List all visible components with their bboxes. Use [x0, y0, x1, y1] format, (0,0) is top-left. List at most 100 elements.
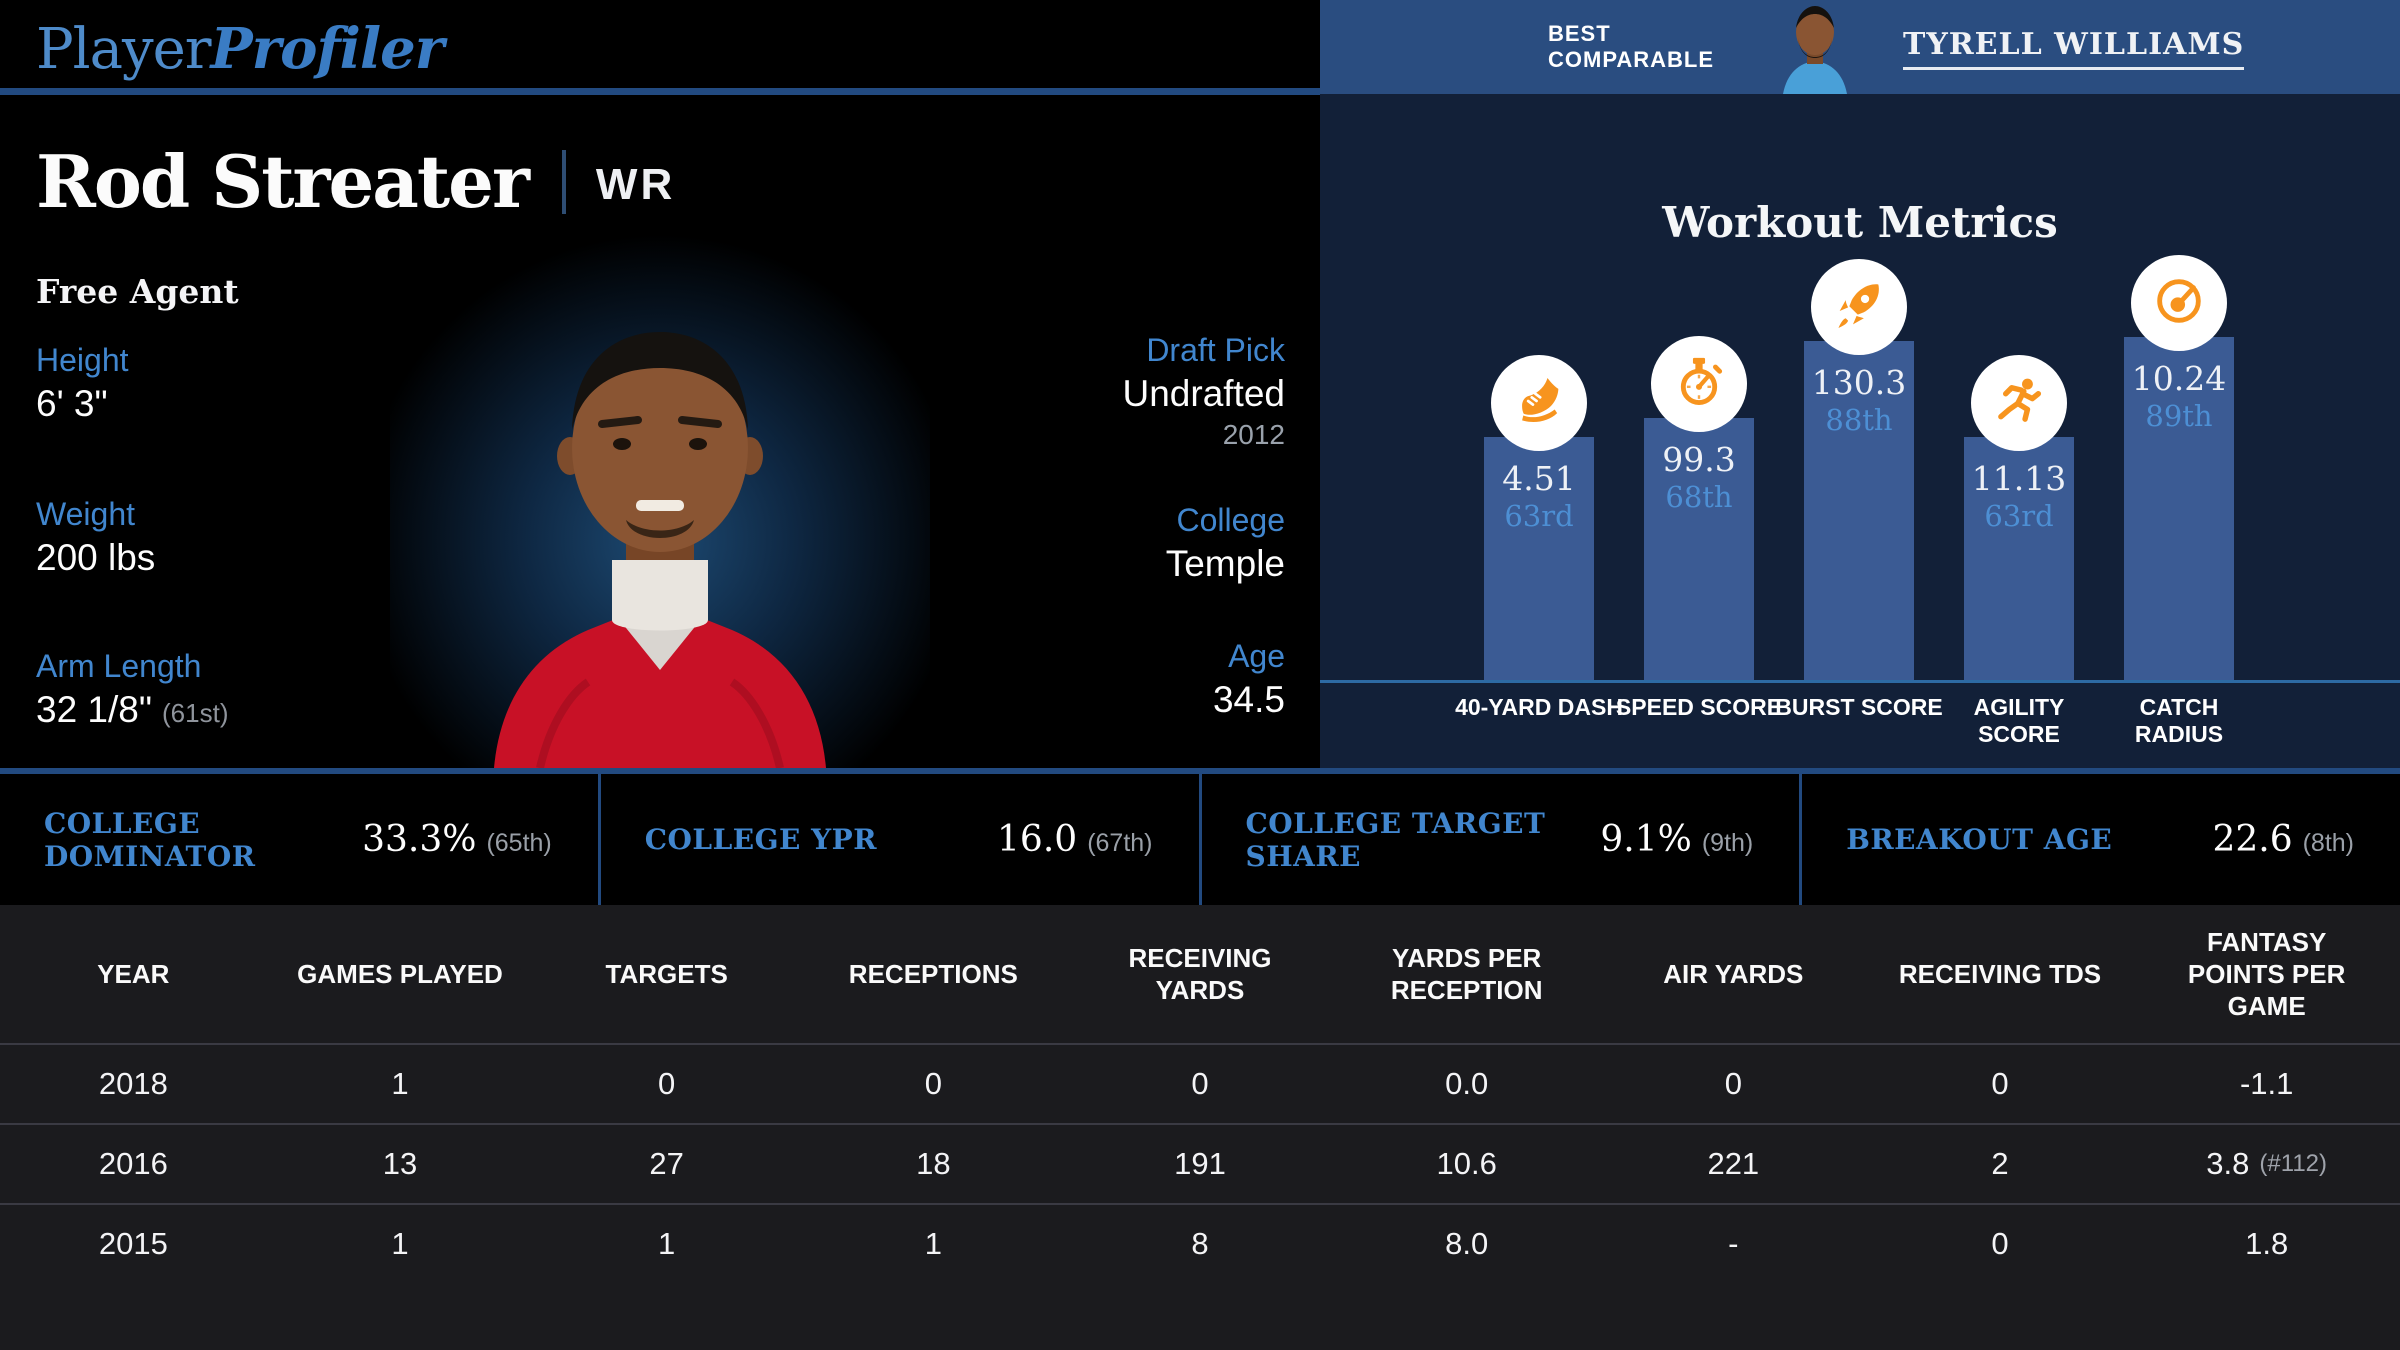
chart-baseline [1320, 680, 2400, 683]
metric-percentile: 88th [1825, 403, 1893, 437]
metric-label: SPEED SCORE [1615, 694, 1783, 720]
column-header-fantasy-points-per-game: FANTASY POINTS PER GAME [2187, 927, 2346, 1021]
header-divider [0, 88, 1320, 95]
bio-value: Temple [1165, 543, 1285, 584]
player-name-row: Rod Streater WR [36, 140, 675, 224]
bio-item-weight: Weight 200 lbs [36, 494, 155, 582]
metric-icon-circle [1491, 355, 1587, 451]
table-cell: 0.0 [1445, 1066, 1489, 1101]
bio-item-arm-length: Arm Length 32 1/8" (61st) [36, 646, 228, 737]
metric-label: AGILITY SCORE [1973, 694, 2065, 747]
college-stat-label: COLLEGE TARGET SHARE [1245, 806, 1546, 873]
table-cell: 8.0 [1445, 1226, 1489, 1261]
college-stats-row: COLLEGE DOMINATOR 33.3% (65th) COLLEGE YPR 1… [0, 768, 2400, 905]
player-name: Rod Streater [36, 139, 530, 224]
comparable-player-avatar[interactable] [1763, 0, 1867, 94]
metric-value: 11.13 [1971, 459, 2067, 498]
column-header-receiving-yards: RECEIVING YARDS [1128, 943, 1272, 1005]
metric-value: 99.3 [1662, 440, 1736, 479]
bio-item-height: Height 6' 3" [36, 340, 129, 428]
column-header-targets: TARGETS [605, 959, 728, 989]
table-cell: - [1728, 1226, 1739, 1261]
college-stat-percentile: (8th) [2302, 829, 2354, 857]
metric-icon-circle [1651, 336, 1747, 432]
metric-percentile: 63rd [1504, 499, 1574, 533]
player-team-status: Free Agent [36, 272, 239, 311]
column-header-receptions: RECEPTIONS [848, 959, 1018, 989]
table-cell: 0 [1191, 1066, 1209, 1101]
player-profiler-logo[interactable]: PlayerProfiler [36, 16, 444, 82]
table-cell: 1 [924, 1226, 942, 1261]
college-stat-valwrap: 16.0 (67th) [997, 819, 1152, 860]
college-stat-valwrap: 9.1% (9th) [1600, 819, 1753, 860]
bio-label: Draft Pick [1146, 332, 1285, 368]
table-cell: 1.8 [2245, 1226, 2289, 1261]
metric-icon-circle [2131, 255, 2227, 351]
table-cell: 3.8 (#112) [2206, 1146, 2327, 1181]
table-cell: 1 [391, 1066, 409, 1101]
table-cell: 1 [658, 1226, 676, 1261]
metric-bar-burst-score: 130.3 88th [1804, 259, 1914, 680]
bio-item-age: Age 34.5 [1213, 636, 1285, 724]
stopwatch-icon [1670, 353, 1728, 416]
table-cell: 0 [924, 1066, 942, 1101]
table-cell: 18 [916, 1146, 951, 1181]
table-cell: 8 [1191, 1226, 1209, 1261]
table-cell: 0 [1991, 1066, 2009, 1101]
player-photo [390, 224, 930, 768]
best-comparable-header: BEST COMPARABLE TYRELL WILLIAMS [1320, 0, 2400, 94]
college-stat-percentile: (65th) [486, 829, 552, 857]
college-stat-label: COLLEGE DOMINATOR [44, 806, 256, 873]
table-cell: 2015 [98, 1226, 168, 1261]
runner-icon [1990, 372, 2048, 435]
bio-label: Weight [36, 496, 136, 532]
comparable-player-link[interactable]: TYRELL WILLIAMS [1903, 27, 2245, 70]
season-stats-table: YEAR GAMES PLAYED TARGETS RECEPTIONS RECEIVI… [0, 905, 2400, 1350]
player-summary-panel: PlayerProfiler Rod Streater WR Free Agen… [0, 0, 1320, 770]
bio-value: 6' 3" [36, 383, 108, 424]
best-comparable-label: BEST COMPARABLE [1548, 21, 1715, 72]
table-cell: 0 [658, 1066, 676, 1101]
table-cell: 13 [382, 1146, 418, 1181]
player-position: WR [595, 160, 676, 209]
metric-label: CATCH RADIUS [2134, 694, 2224, 747]
head [557, 332, 763, 552]
metric-bar-40-yard-dash: 4.51 63rd [1484, 355, 1594, 680]
shoe-icon [1510, 372, 1568, 435]
college-stat-breakout-age: BREAKOUT AGE 22.6 (8th) [1799, 774, 2400, 905]
table-body: 2018 1 0 0 0 0.0 0 0 -1.1 2016 13 27 18 191 10.6 221 2 3.… [0, 1043, 2400, 1283]
bio-value: Undrafted [1122, 373, 1286, 414]
table-header-row: YEAR GAMES PLAYED TARGETS RECEPTIONS RECEIVI… [0, 905, 2400, 1043]
bio-percentile: (61st) [162, 698, 229, 728]
metric-bar-agility-score: 11.13 63rd [1964, 355, 2074, 680]
table-cell: 27 [649, 1146, 684, 1181]
metric-bar-catch-radius: 10.24 89th [2124, 255, 2234, 680]
metric-value: 10.24 [2131, 359, 2227, 398]
table-row-2015: 2015 1 1 1 8 8.0 - 0 1.8 [0, 1203, 2400, 1283]
bio-label: Arm Length [36, 648, 202, 684]
metric-percentile: 63rd [1984, 499, 2054, 533]
college-stat-value: 16.0 [997, 819, 1078, 860]
college-stat-college-dominator: COLLEGE DOMINATOR 33.3% (65th) [0, 774, 598, 905]
metric-value: 130.3 [1811, 363, 1907, 402]
metric-icon-circle [1811, 259, 1907, 355]
bio-item-draft-pick: Draft Pick Undrafted 2012 [1123, 330, 1286, 452]
table-cell: 1 [391, 1226, 409, 1261]
table-cell: 2018 [98, 1066, 168, 1101]
table-cell: 0 [1724, 1066, 1742, 1101]
college-stat-valwrap: 22.6 (8th) [2212, 819, 2354, 860]
brand-bar: PlayerProfiler [36, 10, 444, 88]
table-row-2016: 2016 13 27 18 191 10.6 221 2 3.8 (#112) [0, 1123, 2400, 1203]
bio-value: 34.5 [1212, 679, 1285, 720]
turtleneck [612, 560, 708, 631]
bio-label: Age [1228, 638, 1285, 674]
gauge-icon [2150, 272, 2208, 335]
table-cell: 10.6 [1436, 1146, 1497, 1181]
table-cell: -1.1 [2239, 1066, 2294, 1101]
bio-label: College [1176, 502, 1285, 538]
college-stat-value: 22.6 [2212, 819, 2293, 860]
college-stat-value: 33.3% [362, 819, 477, 860]
metric-icon-circle [1971, 355, 2067, 451]
workout-metrics-panel: Workout Metrics 4.51 63rd 99.3 68th 130.3 88t… [1320, 94, 2400, 768]
